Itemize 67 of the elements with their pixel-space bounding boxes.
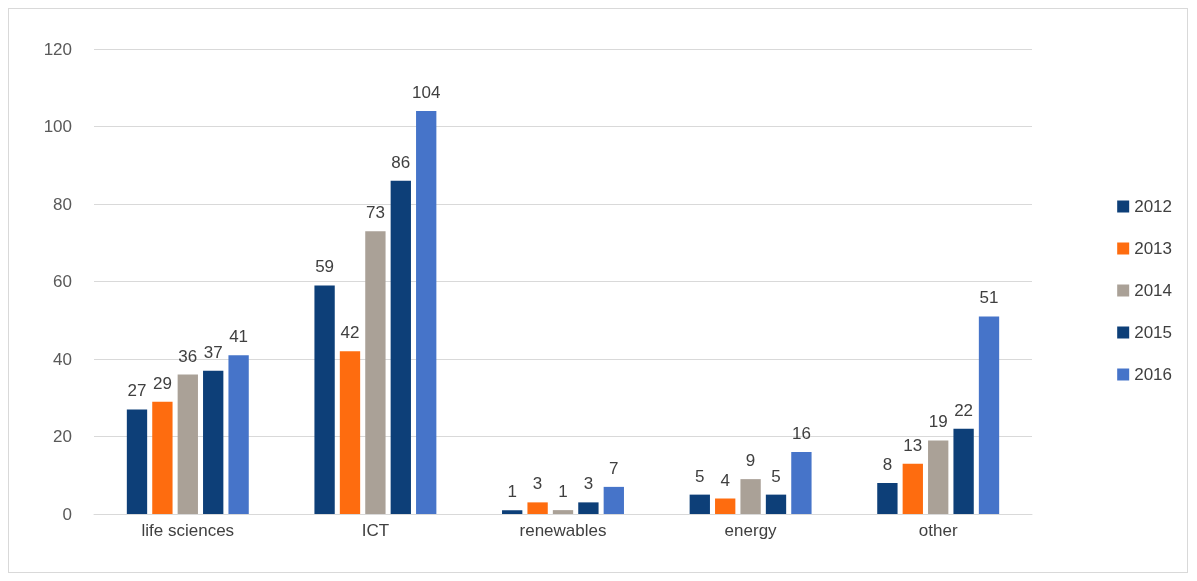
data-label: 86 bbox=[391, 152, 411, 172]
bar bbox=[953, 428, 974, 514]
data-label: 7 bbox=[609, 458, 619, 478]
bar bbox=[978, 316, 1000, 514]
bar bbox=[578, 502, 599, 514]
data-label: 41 bbox=[229, 327, 249, 347]
data-label: 1 bbox=[558, 482, 568, 502]
data-label: 1 bbox=[507, 482, 517, 502]
bar bbox=[339, 351, 361, 514]
bar bbox=[416, 111, 437, 514]
data-label: 3 bbox=[583, 474, 594, 494]
bar bbox=[365, 231, 386, 514]
data-label: 29 bbox=[152, 373, 172, 393]
bar bbox=[877, 483, 898, 514]
data-label: 5 bbox=[695, 466, 705, 486]
bar bbox=[527, 502, 548, 514]
x-tick-label: life sciences bbox=[141, 521, 235, 540]
data-label: 3 bbox=[532, 474, 543, 494]
y-tick-label: 120 bbox=[43, 39, 72, 59]
data-label: 27 bbox=[127, 381, 147, 401]
y-tick-label: 40 bbox=[53, 349, 72, 369]
bar bbox=[791, 452, 812, 514]
bar bbox=[152, 401, 173, 514]
legend-label: 2012 bbox=[1134, 197, 1173, 216]
data-label: 104 bbox=[412, 83, 441, 102]
y-tick-label: 60 bbox=[53, 272, 72, 291]
bar bbox=[228, 355, 249, 514]
data-label: 73 bbox=[365, 203, 385, 223]
y-tick-label: 80 bbox=[53, 194, 72, 214]
bar bbox=[502, 510, 523, 514]
data-label: 51 bbox=[979, 288, 999, 308]
x-tick-label: energy bbox=[724, 521, 778, 540]
legend-label: 2014 bbox=[1134, 281, 1173, 300]
data-label: 19 bbox=[928, 412, 948, 432]
data-label: 37 bbox=[203, 342, 223, 362]
data-label: 13 bbox=[903, 435, 923, 455]
legend-label: 2013 bbox=[1134, 239, 1173, 258]
bar bbox=[126, 409, 148, 514]
bar bbox=[314, 285, 335, 514]
y-tick-label: 0 bbox=[62, 504, 72, 524]
legend-label: 2016 bbox=[1134, 365, 1173, 384]
bar bbox=[928, 440, 949, 514]
bar bbox=[390, 180, 411, 514]
data-label: 5 bbox=[771, 466, 781, 486]
data-label: 8 bbox=[882, 455, 893, 474]
data-label: 4 bbox=[720, 470, 730, 490]
bar bbox=[689, 494, 710, 514]
data-label: 22 bbox=[954, 400, 974, 420]
bar bbox=[552, 510, 574, 514]
bar bbox=[715, 498, 736, 514]
bar bbox=[203, 370, 224, 514]
data-label: 36 bbox=[178, 346, 198, 366]
data-label: 16 bbox=[791, 424, 811, 443]
x-tick-label: other bbox=[918, 521, 958, 540]
y-tick-label: 20 bbox=[53, 427, 72, 446]
bar bbox=[177, 374, 198, 514]
bar bbox=[902, 463, 923, 514]
y-tick-label: 100 bbox=[43, 117, 72, 136]
x-tick-label: renewables bbox=[519, 521, 607, 540]
legend-label: 2015 bbox=[1134, 323, 1173, 342]
data-label: 42 bbox=[340, 323, 360, 343]
x-tick-label: ICT bbox=[361, 521, 390, 540]
bar bbox=[603, 486, 624, 514]
data-label: 59 bbox=[315, 257, 335, 277]
bar bbox=[765, 494, 787, 514]
bar bbox=[740, 479, 761, 514]
data-label: 9 bbox=[745, 451, 756, 471]
